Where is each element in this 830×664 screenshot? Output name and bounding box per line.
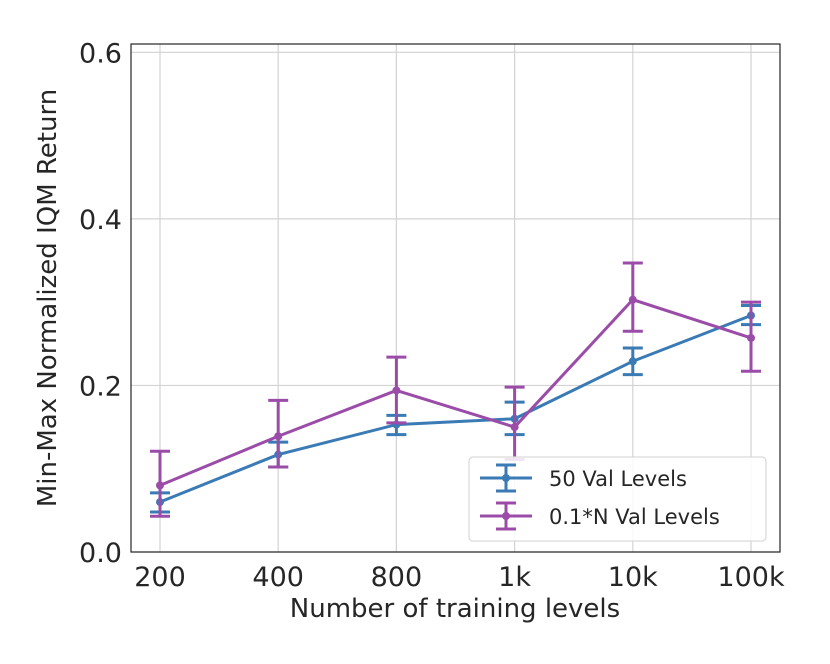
legend-box bbox=[468, 456, 767, 542]
legend: 50 Val Levels 0.1*N Val Levels bbox=[468, 456, 767, 542]
x-tick-label: 1k bbox=[498, 562, 531, 593]
data-point bbox=[628, 295, 637, 304]
legend-label: 50 Val Levels bbox=[549, 467, 687, 491]
y-tick-label: 0.4 bbox=[79, 205, 122, 236]
legend-marker bbox=[502, 512, 510, 520]
y-axis-label: Min-Max Normalized IQM Return bbox=[33, 89, 63, 507]
x-tick-label: 400 bbox=[252, 562, 304, 593]
legend-item: 0.1*N Val Levels bbox=[480, 501, 720, 531]
x-tick-label: 200 bbox=[134, 562, 186, 593]
data-point bbox=[156, 481, 164, 490]
series-line bbox=[159, 298, 752, 487]
series-layer bbox=[150, 261, 761, 518]
legend-marker bbox=[502, 474, 510, 482]
legend-label: 0.1*N Val Levels bbox=[549, 505, 720, 529]
y-tick-label: 0.0 bbox=[79, 538, 122, 569]
legend-item: 50 Val Levels bbox=[480, 463, 687, 493]
data-point bbox=[510, 423, 519, 432]
data-point bbox=[274, 432, 283, 441]
x-tick-label: 10k bbox=[608, 562, 658, 593]
x-tick-label: 100k bbox=[717, 562, 785, 593]
plot-frame bbox=[130, 43, 781, 553]
x-axis-label: Number of training levels bbox=[290, 594, 620, 624]
data-point bbox=[628, 357, 637, 366]
y-tick-label: 0.2 bbox=[79, 371, 122, 402]
data-point bbox=[747, 333, 755, 342]
series-2 bbox=[150, 261, 761, 518]
series-line bbox=[159, 314, 752, 504]
x-tick-label: 800 bbox=[371, 562, 423, 593]
data-point bbox=[392, 386, 401, 395]
y-tick-label: 0.6 bbox=[79, 38, 122, 69]
tick-labels: 200 400 800 1k 10k 100k 0.0 0.2 0.4 0.6 bbox=[79, 38, 785, 593]
